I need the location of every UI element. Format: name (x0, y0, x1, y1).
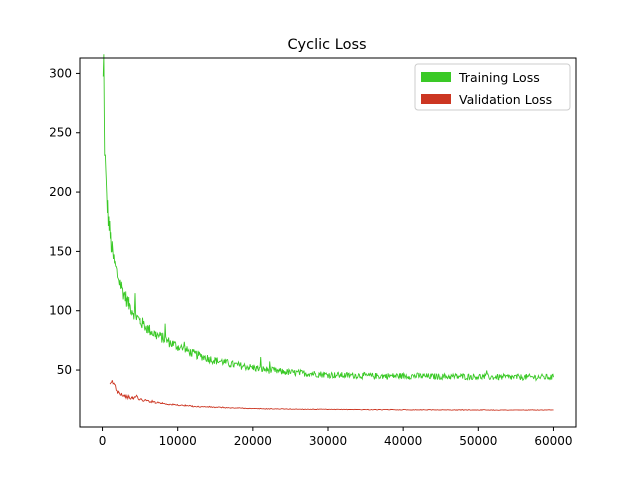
y-tick-label: 50 (57, 363, 72, 377)
x-tick-label: 0 (99, 434, 107, 448)
x-tick-label: 30000 (309, 434, 347, 448)
axis-layer: 0 10000 20000 30000 40000 50000 60000 50 100 150 2… (49, 66, 572, 448)
chart-title: Cyclic Loss (287, 37, 366, 53)
plot-frame (79, 57, 577, 428)
series-layer (102, 54, 554, 411)
x-tick-label: 60000 (534, 434, 572, 448)
legend-label-training-loss: Training Loss (458, 70, 540, 85)
legend-swatch-training-loss (421, 72, 451, 82)
plot-area (80, 58, 576, 427)
legend-label-validation-loss: Validation Loss (459, 92, 552, 107)
legend: Training Loss Validation Loss (414, 63, 571, 111)
series-line-validation-loss (109, 380, 554, 411)
y-tick-label: 150 (49, 244, 72, 258)
x-tick-label: 10000 (159, 434, 197, 448)
legend-swatch-validation-loss (421, 94, 451, 104)
y-tick-label: 250 (49, 126, 72, 140)
y-tick-label: 200 (49, 185, 72, 199)
y-tick-label: 300 (49, 66, 72, 80)
x-tick-label: 50000 (459, 434, 497, 448)
series-line-training-loss (102, 54, 554, 382)
legend-box (414, 63, 571, 111)
x-tick-label: 40000 (384, 434, 422, 448)
x-tick-label: 20000 (234, 434, 272, 448)
y-tick-label: 100 (49, 304, 72, 318)
